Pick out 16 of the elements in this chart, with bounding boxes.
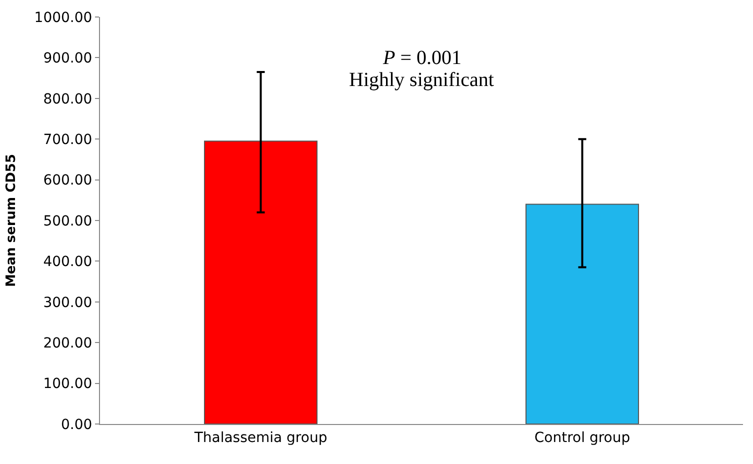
y-axis-title: Mean serum CD55: [4, 154, 20, 288]
x-tick-label: Control group: [534, 430, 630, 446]
y-tick-label: 400.00: [43, 254, 92, 270]
annotation: Highly significant: [349, 69, 494, 91]
y-tick-label: 300.00: [43, 294, 92, 311]
annotation: P = 0.001: [382, 47, 462, 69]
y-tick-label: 800.00: [43, 91, 92, 108]
y-tick-label: 900.00: [43, 50, 92, 67]
y-tick-label: 0.00: [61, 416, 92, 433]
y-tick-label: 1000.00: [34, 10, 92, 26]
y-tick-label: 200.00: [43, 336, 92, 352]
y-tick-label: 500.00: [43, 213, 92, 230]
y-tick-label: 700.00: [43, 132, 92, 148]
y-tick-label: 100.00: [43, 376, 92, 392]
y-tick-label: 600.00: [43, 172, 92, 189]
x-tick-label: Thalassemia group: [193, 430, 328, 446]
